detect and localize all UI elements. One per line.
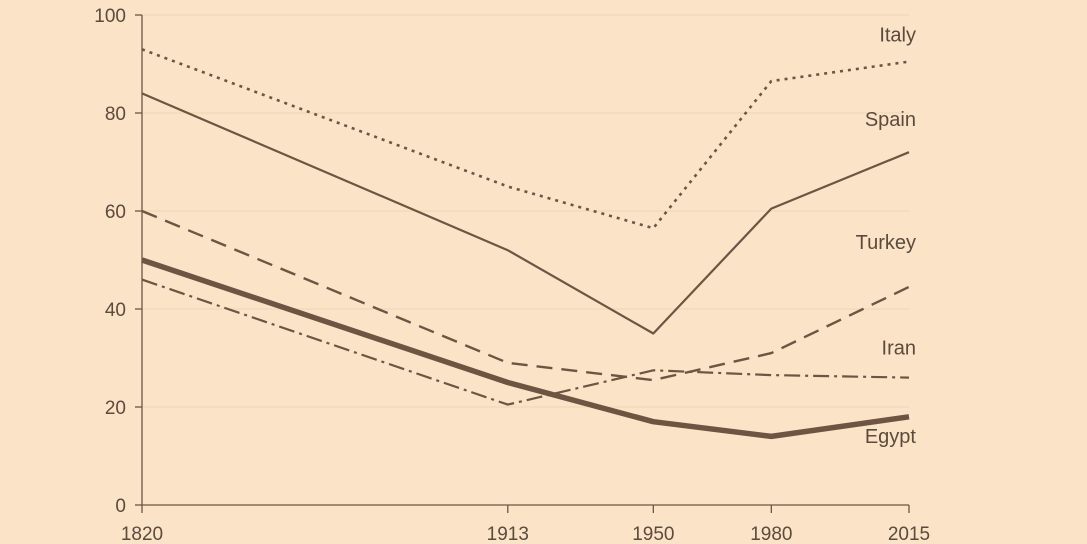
series-label-spain: Spain xyxy=(865,109,916,131)
y-tick-label: 40 xyxy=(105,300,126,321)
y-tick-label: 80 xyxy=(105,104,126,125)
series-label-iran: Iran xyxy=(882,338,916,360)
y-tick-label: 20 xyxy=(105,398,126,419)
y-tick-label: 60 xyxy=(105,202,126,223)
series-label-turkey: Turkey xyxy=(856,232,916,254)
series-line-italy xyxy=(141,48,910,230)
series-lines xyxy=(141,48,910,440)
series-label-egypt: Egypt xyxy=(865,426,917,448)
x-tick-label: 2015 xyxy=(888,524,930,544)
x-tick-label: 1913 xyxy=(487,524,529,544)
series-label-italy: Italy xyxy=(879,25,916,47)
x-tick-label: 1950 xyxy=(632,524,674,544)
x-tick-label: 1820 xyxy=(121,524,163,544)
y-tick-label: 0 xyxy=(115,496,126,517)
series-line-iran xyxy=(141,278,910,406)
series-line-spain xyxy=(141,92,910,335)
series-line-egypt xyxy=(141,257,910,440)
grid-lines xyxy=(142,14,909,408)
y-tick-label: 100 xyxy=(94,6,126,27)
x-tick-label: 1980 xyxy=(750,524,792,544)
series-line-turkey xyxy=(141,209,910,382)
axes: 0 20 40 60 80 100 1820 1913 1950 1980 2015 xyxy=(94,6,930,544)
series-labels: Italy Spain Turkey Iran Egypt xyxy=(856,25,917,448)
